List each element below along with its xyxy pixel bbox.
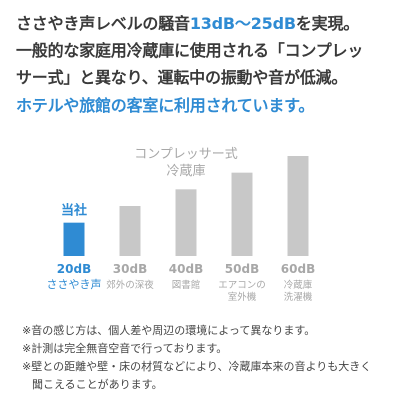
intro-noise-range: 13dB～25dB xyxy=(189,14,296,33)
category-sublabel-4-0: 冷蔵庫 xyxy=(284,279,313,291)
category-label-50dB: 50dB xyxy=(225,262,259,276)
chart-title-line-2: 冷蔵庫 xyxy=(166,164,205,179)
category-label-40dB: 40dB xyxy=(169,262,203,276)
bar-40dB xyxy=(175,189,197,256)
noise-chart: 20dB ささやき声 30dB 郊外の深夜 40dB 図書館 50dB エアコンの 室外機 60d… xyxy=(0,130,400,330)
note-2: ※計測は完全無音空音で行っております。 xyxy=(22,342,228,355)
category-sublabel-1-0: 郊外の深夜 xyxy=(106,279,154,291)
highlight-label: 当社 xyxy=(61,203,87,219)
intro-line-4: ホテルや旅館の客室に利用されています。 xyxy=(16,96,315,115)
category-label-30dB: 30dB xyxy=(113,262,147,276)
note-3-continued: 聞こえることがあります。 xyxy=(32,378,163,391)
intro-line-3: サー式」と異なり、運転中の振動や音が低減。 xyxy=(16,68,348,87)
category-sublabel-2-0: 図書館 xyxy=(172,279,201,291)
bar-60dB xyxy=(287,156,309,256)
notes: ※音の感じ方は、個人差や周辺の環境によって異なります。 ※計測は完全無音空音で行… xyxy=(22,322,392,394)
bar-30dB xyxy=(119,206,141,256)
intro-line-1: ささやき声レベルの騒音13dB～25dBを実現。 xyxy=(16,10,392,37)
intro-line-1-end: を実現。 xyxy=(295,14,360,33)
intro-line-2: 一般的な家庭用冷蔵庫に使用される「コンプレッ xyxy=(16,41,364,60)
category-label-60dB: 60dB xyxy=(281,262,315,276)
category-sublabel-4-1: 洗濯機 xyxy=(284,291,313,303)
chart-title-line-1: コンプレッサー式 xyxy=(134,147,238,162)
note-1: ※音の感じ方は、個人差や周辺の環境によって異なります。 xyxy=(22,324,316,337)
category-sublabel-0-0: ささやき声 xyxy=(47,277,102,291)
bar-20dB xyxy=(63,222,85,256)
category-label-20dB: 20dB xyxy=(57,262,91,276)
note-3: ※壁との距離や壁・床の材質などにより、冷蔵庫本来の音よりも大きく xyxy=(22,360,372,373)
intro-text: ささやき声レベルの騒音13dB～25dBを実現。 一般的な家庭用冷蔵庫に使用され… xyxy=(16,10,392,119)
bar-50dB xyxy=(231,172,253,256)
intro-line-1-start: ささやき声レベルの騒音 xyxy=(16,14,190,33)
category-sublabel-3-1: 室外機 xyxy=(228,291,257,303)
category-sublabel-3-0: エアコンの xyxy=(218,280,266,291)
